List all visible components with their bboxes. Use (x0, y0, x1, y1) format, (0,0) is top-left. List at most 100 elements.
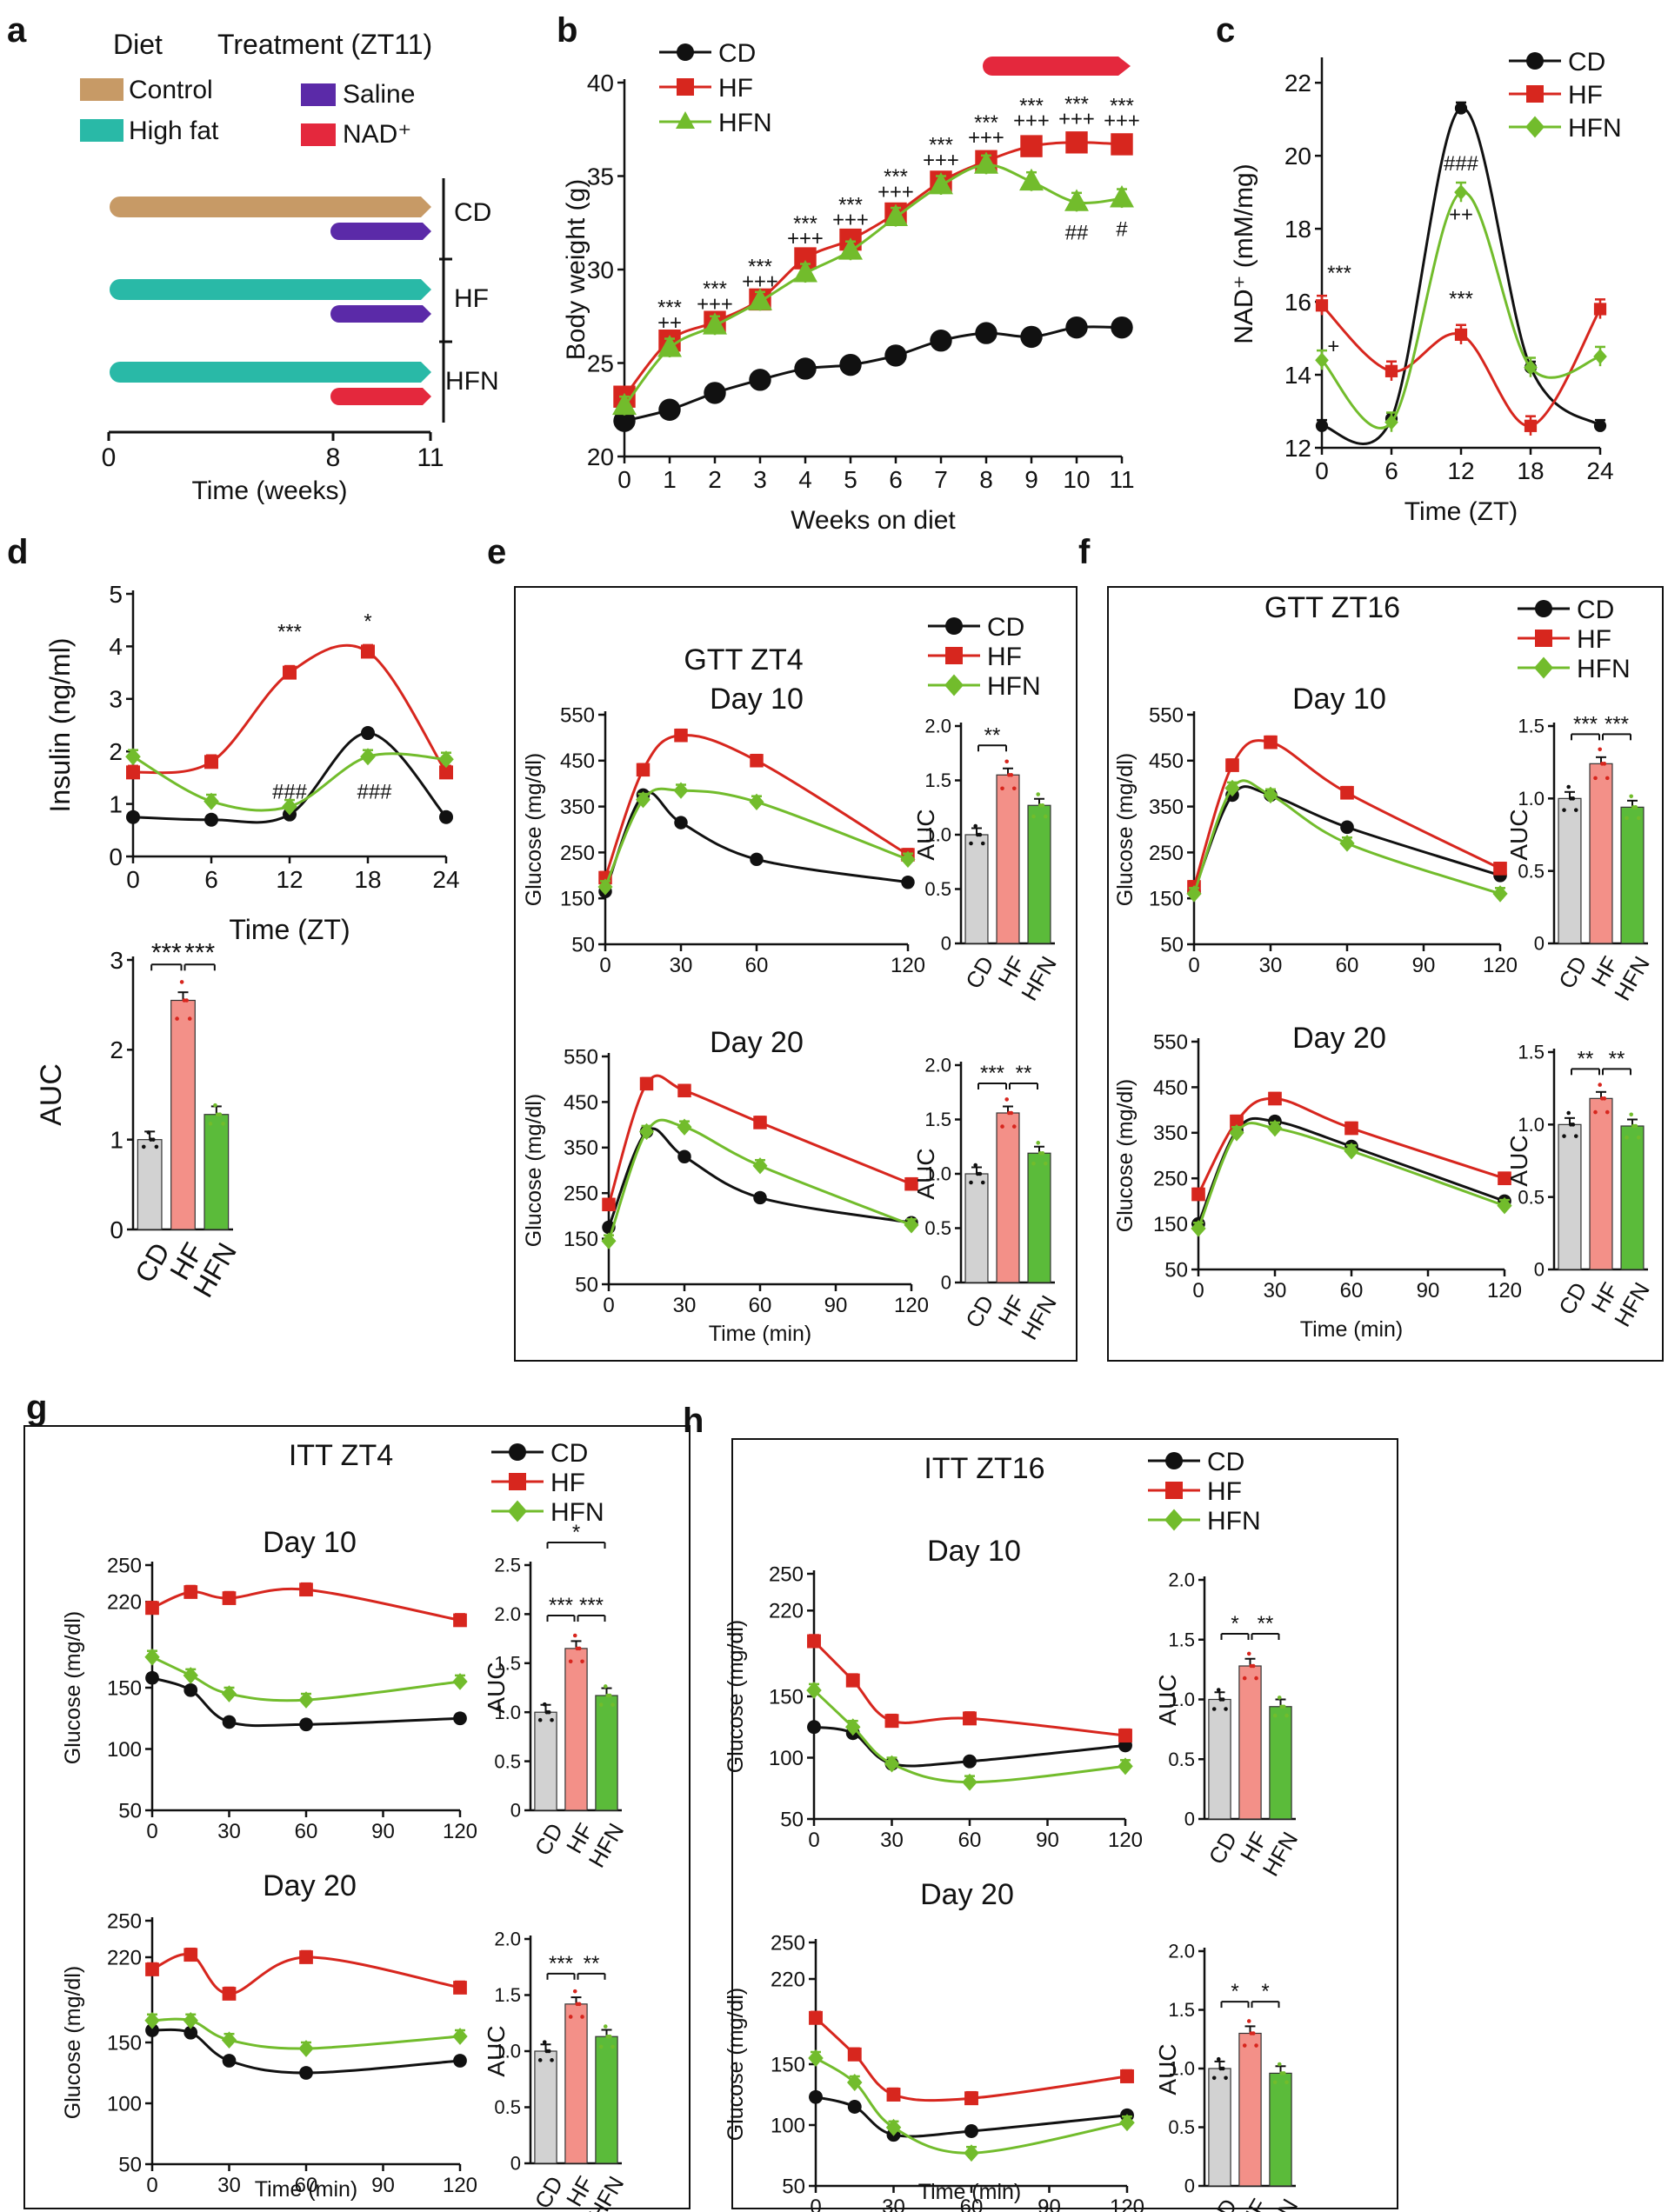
y-axis-label: AUC (1154, 1674, 1181, 1725)
chart-f2: 50 150 250 350 450 550 0 30 60 90 120 Time (min) Glu… (1113, 1022, 1522, 1342)
y-tick-label: 1.0 (924, 1163, 951, 1185)
bar-dot (1242, 2043, 1247, 2048)
bar-cd (964, 834, 989, 944)
data-point-hf (1225, 758, 1239, 772)
series-hfn (597, 782, 916, 896)
bar-dot (575, 1646, 580, 1651)
bar-dot (975, 832, 980, 837)
data-point-cd (453, 2054, 467, 2068)
data-point-cd (677, 1149, 691, 1164)
data-point-hfn (221, 2031, 237, 2049)
y-axis-label: AUC (1154, 2043, 1181, 2095)
data-point-hf (439, 765, 453, 780)
x-tick-label: 120 (1483, 954, 1518, 977)
x-axis-label: Time (ZT) (229, 914, 350, 945)
significance-mark: *** (657, 296, 682, 320)
data-point-hfn (601, 1232, 617, 1249)
legend-label-hfn: HFN (987, 672, 1041, 701)
y-axis-label: AUC (912, 809, 939, 860)
x-axis-label: Time (min) (709, 1322, 812, 1346)
chart-title: GTT ZT4 (684, 643, 803, 676)
group-label-hfn: HFN (445, 367, 499, 396)
legend-label-cd: CD (718, 39, 756, 68)
significance-mark: * (364, 610, 371, 633)
bar-dot (1562, 1134, 1566, 1138)
chart-subtitle: Day 10 (1292, 683, 1386, 716)
data-point-hfn (703, 312, 727, 335)
series-hfn (1315, 181, 1607, 432)
data-point-hf (1264, 735, 1278, 750)
bar-dot (1625, 1135, 1629, 1140)
data-point-hfn (1497, 1196, 1512, 1215)
x-tick-label: 6 (204, 866, 218, 893)
data-point-hfn (1229, 1124, 1244, 1142)
series-line-cd (1192, 785, 1501, 892)
bar-dot (1004, 759, 1010, 764)
legend-marker (677, 78, 694, 96)
bar-dot (1605, 1109, 1610, 1115)
data-point-hf (904, 1176, 918, 1191)
series-hf (1191, 1091, 1511, 1202)
series-cd (613, 316, 1133, 432)
bar-dot (1218, 2066, 1224, 2071)
bar-hf (1238, 1665, 1262, 1820)
y-axis-label: Insulin (ng/ml) (44, 638, 76, 813)
data-point-hf (639, 1076, 654, 1091)
x-tick-label: 90 (371, 2174, 395, 2197)
data-point-cd (439, 810, 453, 824)
significance-mark: * (572, 1521, 580, 1544)
significance-mark: *** (151, 938, 182, 967)
legend-marker (1526, 52, 1544, 70)
significance-mark: *** (184, 938, 215, 967)
y-tick-label: 22 (1284, 70, 1311, 97)
bar-cd (534, 2050, 557, 2164)
data-point-hfn (1524, 359, 1538, 376)
data-point-hfn (452, 1673, 468, 1690)
x-tick-label: HFN (1258, 1828, 1304, 1881)
bar-dot (1272, 1713, 1278, 1718)
y-tick-label: 0 (1534, 1259, 1545, 1281)
bar-dot (1599, 1096, 1605, 1101)
y-tick-label: 150 (1149, 888, 1184, 911)
data-point-cd (794, 357, 817, 380)
data-point-hf (845, 1673, 860, 1688)
treatment-arrow-nad (330, 388, 431, 405)
series-line-hf (1197, 1096, 1505, 1196)
data-point-hfn (900, 850, 916, 868)
chart-title: ITT ZT16 (924, 1452, 1044, 1485)
data-point-hfn (673, 782, 689, 799)
y-tick-label: 220 (107, 1946, 142, 1969)
bar-dot (1216, 1688, 1221, 1692)
y-tick-label: 0 (1184, 2175, 1195, 2197)
data-point-cd (1065, 316, 1088, 339)
y-tick-label: 35 (587, 163, 614, 190)
significance-mark: ** (1258, 1612, 1274, 1636)
data-point-hf (750, 754, 764, 768)
data-point-hf (1111, 133, 1133, 156)
bar-dot (1211, 2075, 1217, 2081)
x-tick-label: 120 (891, 954, 925, 977)
data-point-hfn (1344, 1142, 1359, 1160)
data-point-hf (964, 2091, 978, 2106)
legend-swatch-highfat (80, 119, 123, 142)
bar-cd (1208, 2068, 1231, 2187)
x-tick-label: CD (1204, 1828, 1243, 1869)
legend-label-hf: HF (550, 1469, 585, 1497)
y-axis-label: Glucose (mg/dl) (522, 1094, 546, 1247)
bar-dot (542, 2040, 547, 2044)
data-point-hf (963, 1711, 977, 1726)
data-point-hfn (1019, 168, 1044, 191)
x-tick-label: 0 (603, 1294, 614, 1317)
group-label-cd: CD (454, 198, 491, 227)
x-tick-label: 5 (844, 466, 857, 493)
series-line-hfn (1192, 779, 1501, 896)
data-point-hf (1524, 419, 1538, 432)
data-point-hf (453, 1613, 467, 1628)
data-point-hfn (748, 288, 772, 310)
bar-dot (1629, 1112, 1634, 1117)
bar-dot (1625, 816, 1629, 821)
x-tick-label: 90 (1412, 954, 1436, 977)
bar-dot (1631, 1123, 1636, 1129)
